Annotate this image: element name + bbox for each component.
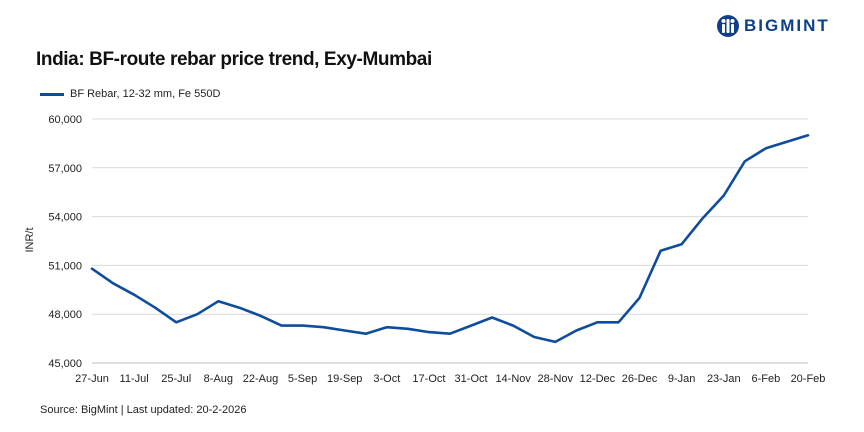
x-tick-label: 5-Sep bbox=[288, 373, 317, 385]
x-tick-label: 27-Jun bbox=[75, 373, 109, 385]
x-tick-label: 28-Nov bbox=[538, 373, 574, 385]
bigmint-logo-icon bbox=[717, 15, 739, 37]
x-tick-label: 3-Oct bbox=[373, 373, 400, 385]
bigmint-logo: BIGMINT bbox=[716, 14, 830, 38]
y-tick-label: 60,000 bbox=[48, 114, 82, 126]
x-axis-ticks: 27-Jun 11-Jul 25-Jul 8-Aug 22-Aug 5-Sep 19-Sep… bbox=[75, 373, 825, 385]
logo-text: BIGMINT bbox=[744, 16, 830, 35]
x-tick-label: 23-Jan bbox=[707, 373, 741, 385]
x-tick-label: 17-Oct bbox=[412, 373, 445, 385]
y-axis-ticks: 45,000 48,000 51,000 54,000 57,000 60,000 bbox=[48, 114, 82, 370]
x-tick-label: 6-Feb bbox=[752, 373, 781, 385]
y-tick-label: 54,000 bbox=[48, 212, 82, 224]
x-tick-label: 9-Jan bbox=[668, 373, 696, 385]
x-tick-label: 8-Aug bbox=[204, 373, 233, 385]
legend-label: BF Rebar, 12-32 mm, Fe 550D bbox=[70, 88, 221, 100]
y-tick-label: 51,000 bbox=[48, 260, 82, 272]
source-note: Source: BigMint | Last updated: 20-2-202… bbox=[40, 404, 247, 416]
x-tick-label: 25-Jul bbox=[161, 373, 191, 385]
x-tick-label: 22-Aug bbox=[243, 373, 278, 385]
y-tick-label: 45,000 bbox=[48, 358, 82, 370]
x-tick-label: 12-Dec bbox=[580, 373, 616, 385]
legend-swatch bbox=[40, 92, 64, 96]
series-line bbox=[90, 134, 810, 344]
x-tick-label: 20-Feb bbox=[791, 373, 826, 385]
series-layer bbox=[90, 134, 810, 344]
grid-lines bbox=[92, 118, 808, 364]
y-tick-label: 57,000 bbox=[48, 163, 82, 175]
y-tick-label: 48,000 bbox=[48, 309, 82, 321]
x-tick-label: 14-Nov bbox=[495, 373, 531, 385]
x-tick-label: 11-Jul bbox=[120, 373, 149, 385]
chart-title: India: BF-route rebar price trend, Exy-M… bbox=[36, 49, 432, 70]
y-axis-label: INR/t bbox=[24, 227, 36, 252]
chart-legend: BF Rebar, 12-32 mm, Fe 550D bbox=[40, 88, 220, 100]
x-tick-label: 19-Sep bbox=[327, 373, 362, 385]
x-tick-label: 26-Dec bbox=[622, 373, 658, 385]
x-tick-label: 31-Oct bbox=[455, 373, 488, 385]
